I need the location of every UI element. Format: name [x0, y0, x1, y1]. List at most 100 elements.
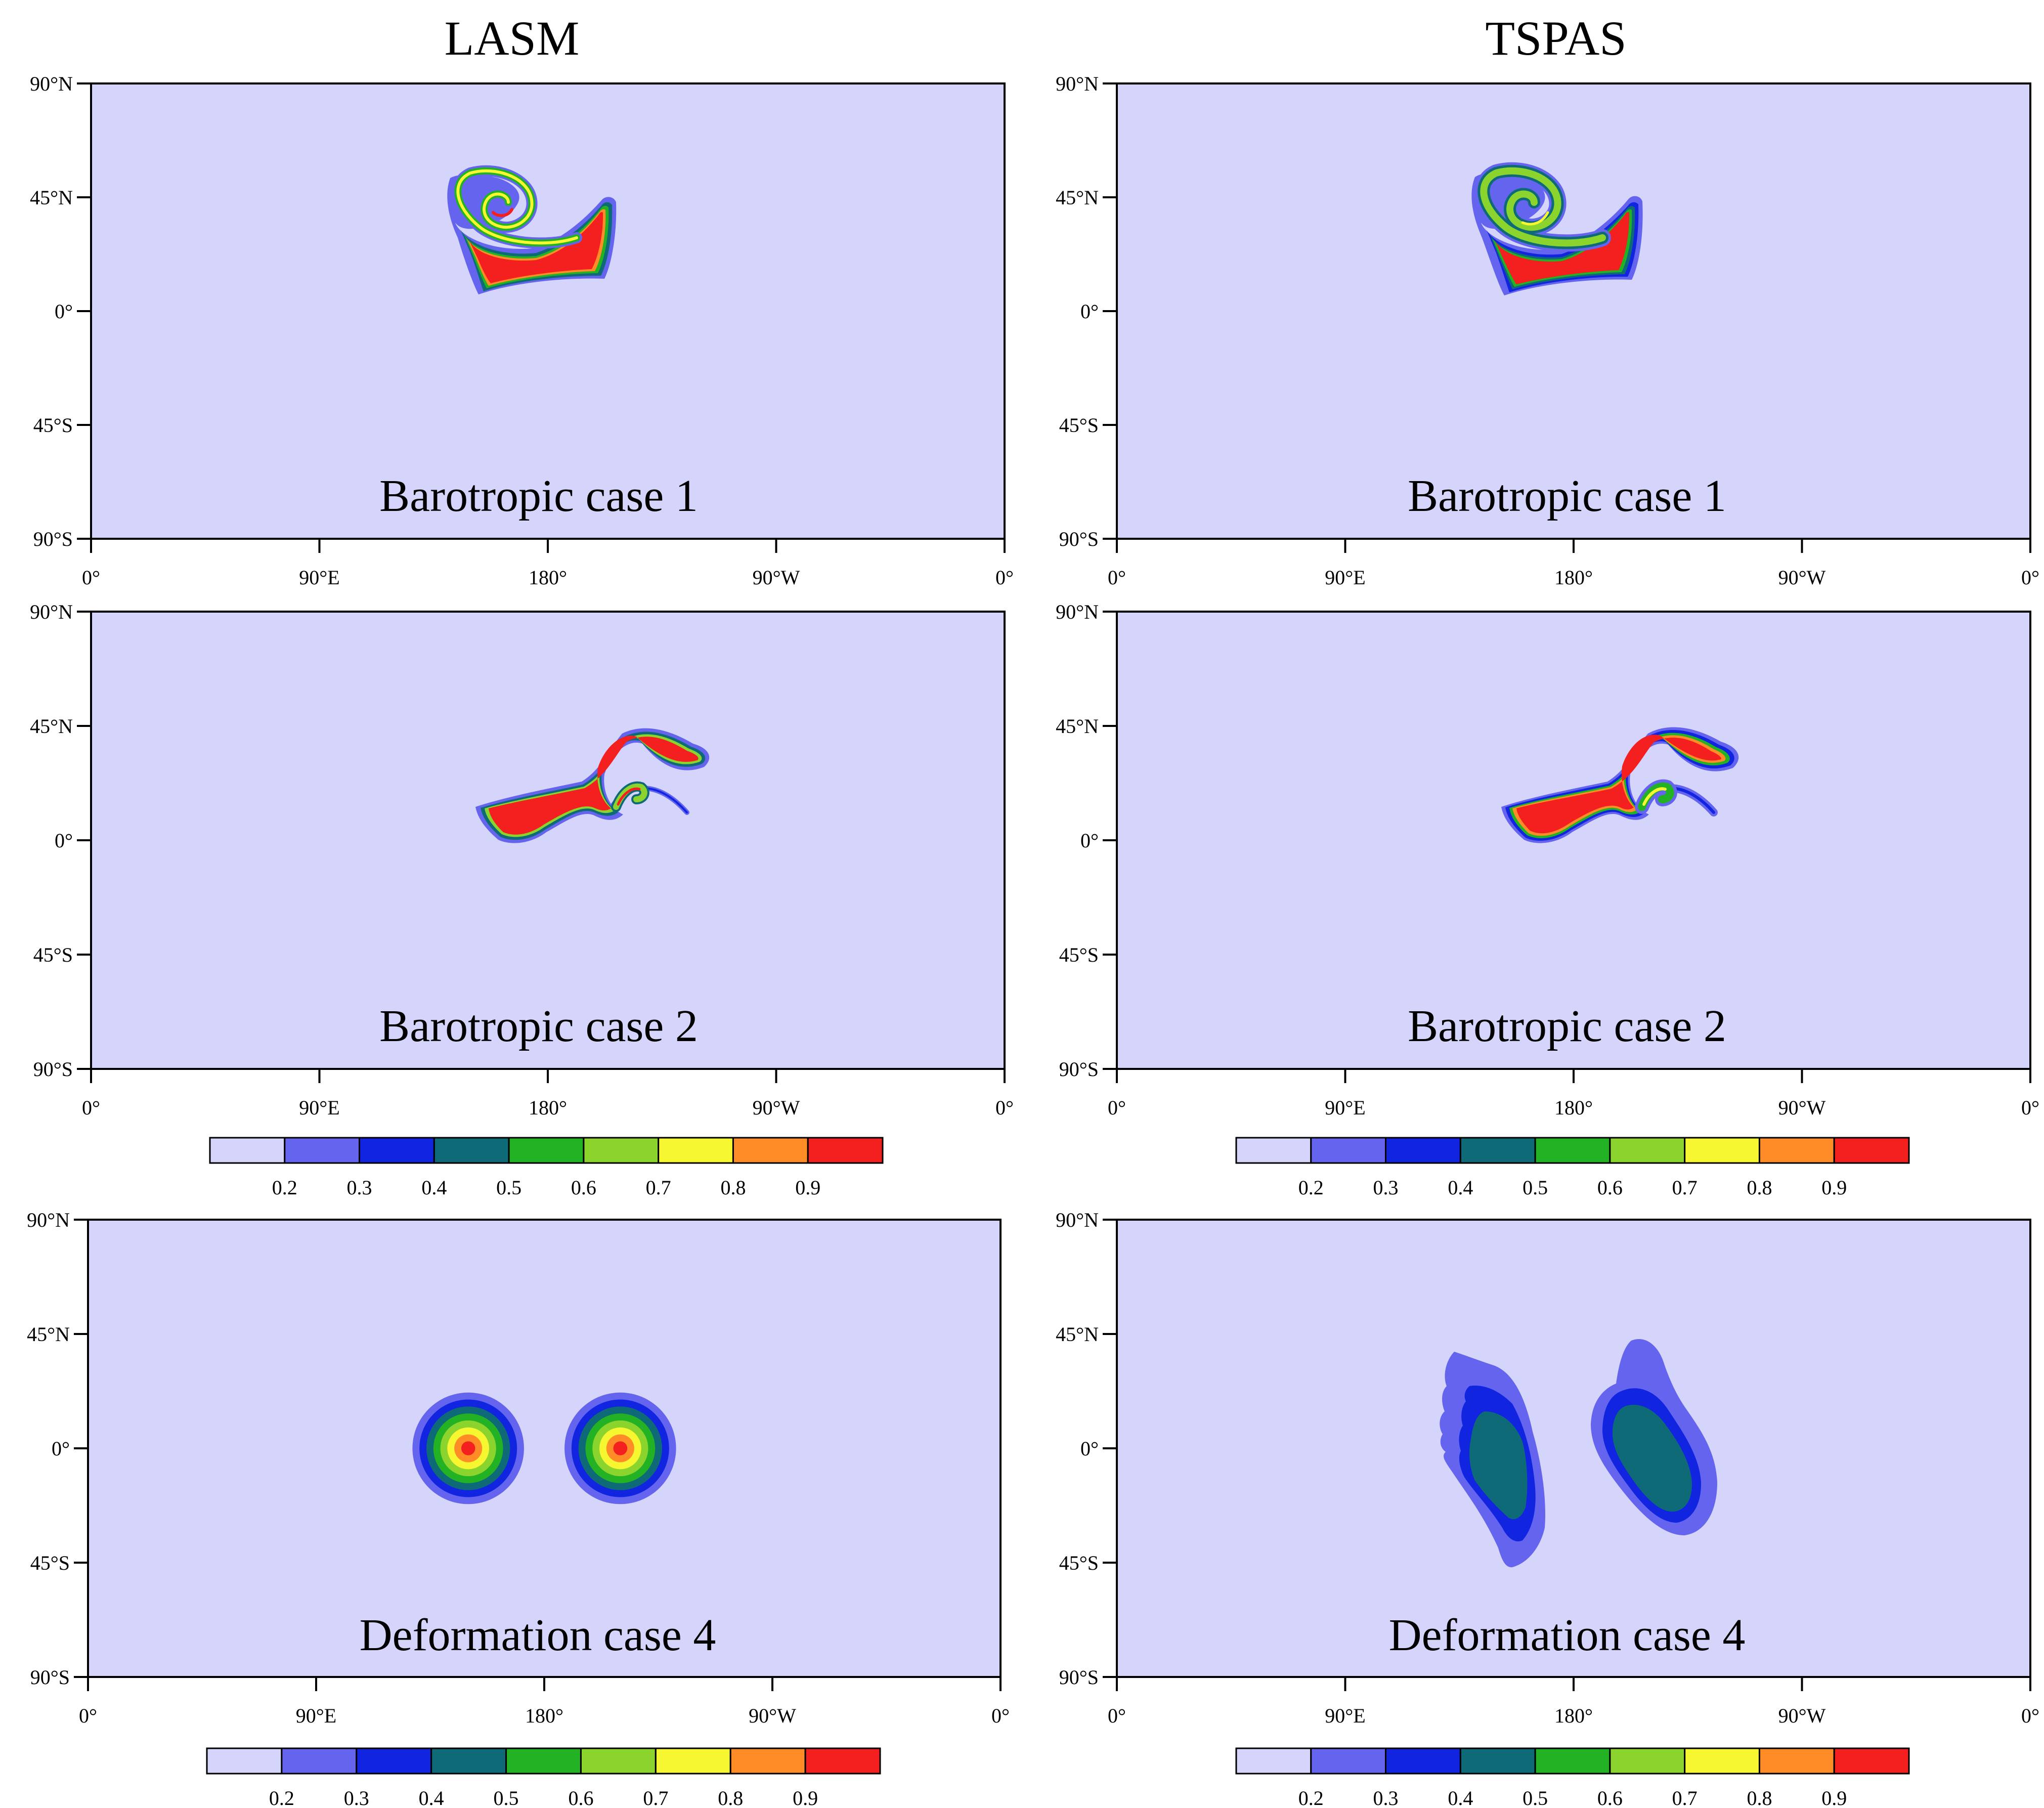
tracer-band-0.9	[468, 212, 603, 283]
colorbar-swatch	[1534, 1747, 1611, 1775]
lat-tick-label: 45°S	[1059, 414, 1099, 437]
hook-0.9	[617, 787, 641, 806]
colorbar-tick-label: 0.5	[1523, 1176, 1548, 1199]
colorbar-swatch	[1534, 1137, 1611, 1164]
colorbar-swatch	[1684, 1747, 1760, 1775]
lon-tick-label: 180°	[529, 566, 567, 589]
map-background	[1117, 1220, 2030, 1677]
cosine-bells	[412, 1392, 676, 1504]
colorbar-swatch	[1235, 1137, 1312, 1164]
colorbar-tick-label: 0.6	[1597, 1787, 1623, 1808]
colorbars: 0.2 0.3 0.4 0.5 0.6 0.7 0.8 0.9 0.2 0.3 0.4 0.5 0.6 0…	[206, 1137, 1910, 1808]
colorbar-tick-label: 0.6	[1597, 1176, 1623, 1199]
colorbar-tick-label: 0.8	[1747, 1176, 1772, 1199]
panel-lasm-barotropic-1: Barotropic case 1	[90, 82, 1006, 540]
lat-tick-label: 90°N	[1056, 600, 1099, 623]
tracer-band-0.9	[489, 736, 699, 835]
colorbar-tick-label: 0.2	[269, 1787, 294, 1808]
colorbar-tick-label: 0.4	[419, 1787, 444, 1808]
lat-tick-label: 0°	[1080, 1437, 1099, 1460]
tracer-field	[447, 165, 617, 294]
lon-tick-label: 0°	[79, 1704, 97, 1727]
lat-tick-label: 90°N	[27, 1209, 70, 1231]
colorbar-swatch	[1310, 1137, 1387, 1164]
lon-tick-label: 90°W	[753, 566, 800, 589]
colorbar-tick-label: 0.9	[1821, 1176, 1847, 1199]
colorbar-tick-label: 0.7	[646, 1176, 671, 1199]
lon-tick-label: 0°	[2021, 1096, 2039, 1119]
colorbar-swatch	[1459, 1137, 1536, 1164]
lon-tick-label: 180°	[1554, 1096, 1593, 1119]
bell-1-level-0.9	[461, 1441, 475, 1455]
colorbar-tick-label: 0.3	[347, 1176, 372, 1199]
panel-label: Barotropic case 2	[1408, 1001, 1726, 1051]
column-title-tspas: TSPAS	[1485, 11, 1626, 65]
lat-tick-label: 90°S	[1059, 528, 1099, 550]
colorbar-swatch	[433, 1137, 510, 1164]
lon-tick-label: 180°	[529, 1096, 567, 1119]
panel-label: Barotropic case 2	[379, 1001, 698, 1051]
colorbar-swatch	[206, 1747, 283, 1775]
colorbar-swatch	[583, 1137, 660, 1164]
colorbar-swatch	[1310, 1747, 1387, 1775]
map-background	[1117, 83, 2030, 539]
lat-tick-label: 90°N	[1056, 1209, 1099, 1231]
lat-tick-label: 0°	[52, 1437, 70, 1460]
lat-tick-label: 45°N	[1056, 186, 1099, 209]
lat-tick-label: 45°S	[30, 1552, 70, 1574]
lat-tick-label: 45°S	[1059, 1552, 1099, 1574]
colorbar-tick-label: 0.7	[1672, 1787, 1698, 1808]
colorbar-swatch	[1684, 1137, 1760, 1164]
tracer-spiral	[452, 165, 582, 249]
tracer-field	[1501, 727, 1739, 843]
colorbar-tick-label: 0.3	[1373, 1176, 1399, 1199]
tracer-field	[475, 728, 710, 843]
lon-tick-label: 0°	[2021, 566, 2039, 589]
lon-tick-label: 90°E	[1325, 566, 1365, 589]
lon-tick-label: 0°	[1108, 1096, 1126, 1119]
bell-2-level-0.9	[613, 1441, 628, 1455]
tracer-hook	[1635, 779, 1677, 814]
colorbar-tick-label: 0.5	[1523, 1787, 1548, 1808]
colorbar-tick-label: 0.5	[496, 1176, 521, 1199]
panel-lasm-barotropic-2: Barotropic case 2	[90, 611, 1006, 1070]
colorbar: 0.2 0.3 0.4 0.5 0.6 0.7 0.8 0.9	[206, 1747, 881, 1808]
colorbar-swatch	[1235, 1747, 1312, 1775]
colorbar-swatch	[807, 1137, 884, 1164]
lon-tick-label: 0°	[995, 1096, 1014, 1119]
lon-tick-label: 90°W	[1778, 1704, 1826, 1727]
colorbar-swatch	[1609, 1747, 1686, 1775]
colorbar-tick-label: 0.3	[1373, 1787, 1399, 1808]
tracer-band-0.9	[1494, 212, 1630, 284]
colorbar-tick-label: 0.4	[1448, 1787, 1473, 1808]
colorbar-swatch	[209, 1137, 286, 1164]
colorbar-swatch	[580, 1747, 657, 1775]
tracer-field	[412, 1392, 676, 1504]
tracer-spiral	[1475, 162, 1611, 252]
lon-tick-label: 90°W	[1778, 566, 1826, 589]
colorbar-tick-label: 0.2	[1298, 1787, 1324, 1808]
colorbar-swatch	[1385, 1137, 1461, 1164]
colorbar-swatch	[281, 1747, 358, 1775]
lon-tick-label: 180°	[525, 1704, 563, 1727]
lat-tick-label: 45°N	[30, 715, 73, 738]
colorbar-swatch	[1609, 1137, 1686, 1164]
colorbar-swatch	[729, 1747, 806, 1775]
lat-tick-label: 0°	[1080, 300, 1099, 323]
colorbar-swatch	[1833, 1747, 1910, 1775]
lat-tick-label: 90°S	[30, 1666, 70, 1689]
colorbar-tick-label: 0.8	[718, 1787, 743, 1808]
lon-tick-label: 0°	[1108, 566, 1126, 589]
lon-tick-label: 180°	[1554, 566, 1593, 589]
colorbar-tick-label: 0.4	[421, 1176, 447, 1199]
lon-tick-label: 90°W	[753, 1096, 800, 1119]
colorbar-tick-label: 0.9	[793, 1787, 818, 1808]
lon-tick-label: 90°W	[1778, 1096, 1826, 1119]
colorbar-tick-label: 0.3	[344, 1787, 369, 1808]
colorbar-tick-label: 0.6	[568, 1787, 593, 1808]
colorbar-swatch	[505, 1747, 582, 1775]
lat-tick-label: 0°	[55, 829, 73, 852]
lat-tick-label: 90°N	[1056, 72, 1099, 95]
colorbar-swatch	[732, 1137, 809, 1164]
spiral-core	[456, 169, 578, 245]
